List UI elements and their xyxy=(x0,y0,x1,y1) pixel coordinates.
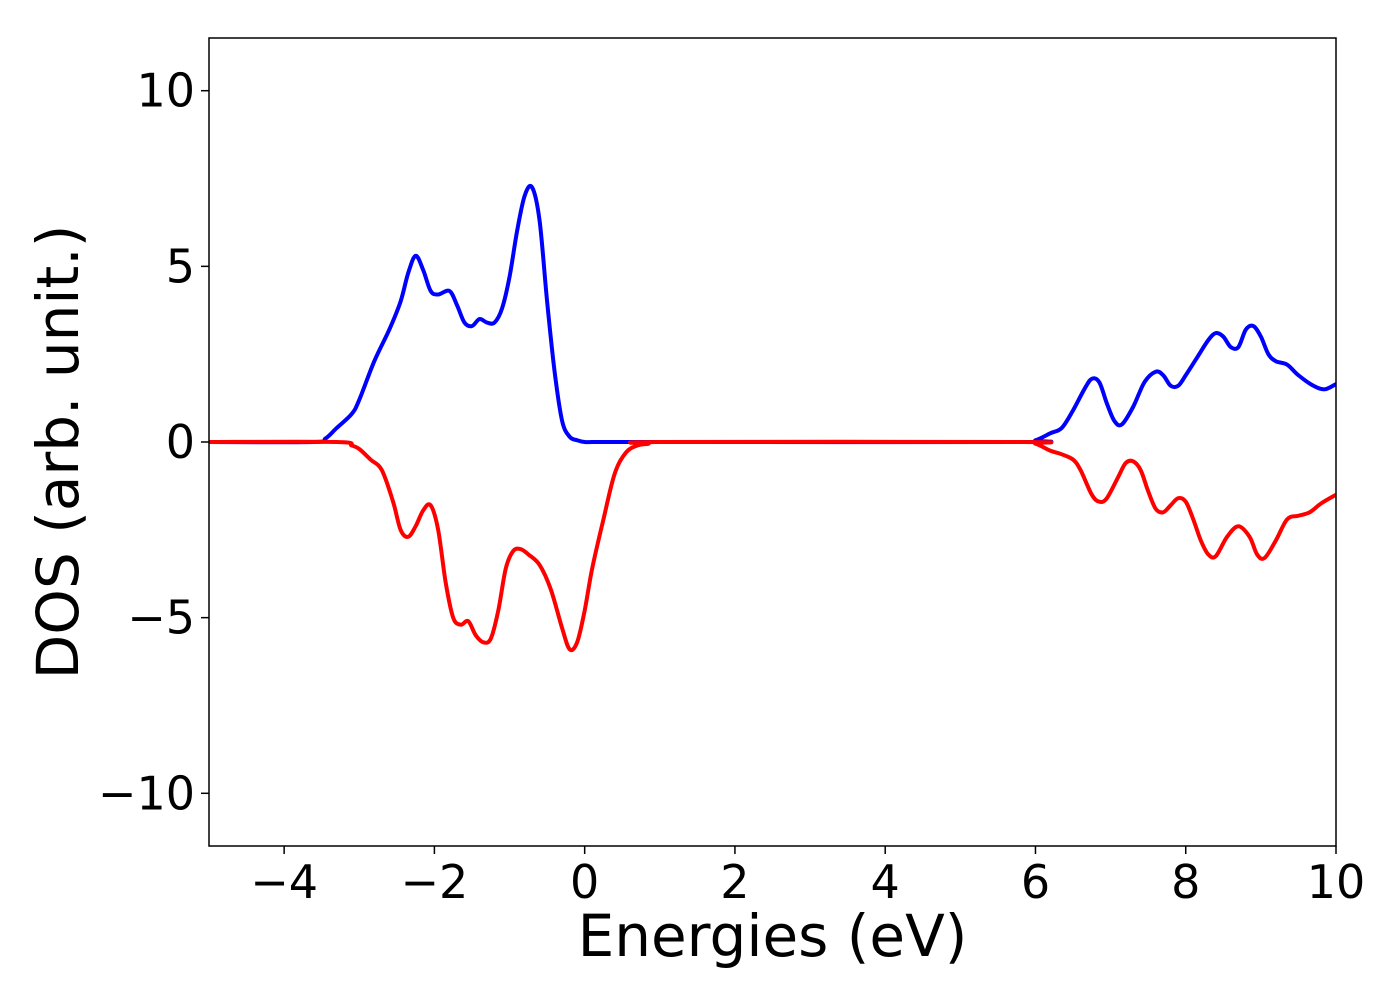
y-tick-label: −10 xyxy=(98,766,195,820)
x-tick-label: 4 xyxy=(871,855,900,909)
x-tick-label: −2 xyxy=(400,855,468,909)
y-axis-label: DOS (arb. unit.) xyxy=(24,225,92,680)
y-tick-label: 5 xyxy=(166,239,195,293)
x-axis-ticks: −4 −2 0 2 4 6 8 10 xyxy=(250,846,1365,909)
y-tick-label: −5 xyxy=(127,591,195,645)
y-tick-label: 10 xyxy=(136,64,195,118)
x-tick-label: 0 xyxy=(570,855,599,909)
x-tick-label: 2 xyxy=(720,855,749,909)
x-axis-label: Energies (eV) xyxy=(578,902,968,970)
y-axis-ticks: −10 −5 0 5 10 xyxy=(98,64,209,820)
series-layer xyxy=(209,183,1336,653)
y-tick-label: 0 xyxy=(166,415,195,469)
x-tick-label: 10 xyxy=(1307,855,1366,909)
x-tick-label: −4 xyxy=(250,855,318,909)
series-line-red xyxy=(209,439,1336,653)
x-tick-label: 6 xyxy=(1021,855,1050,909)
x-tick-label: 8 xyxy=(1171,855,1200,909)
